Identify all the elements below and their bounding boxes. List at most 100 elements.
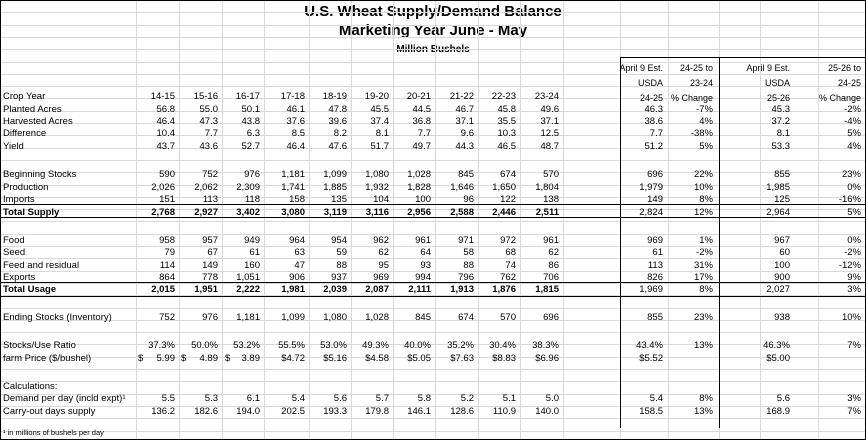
row-value: 1,080	[365, 169, 389, 180]
est1-value: 46.3	[644, 104, 664, 115]
est2-value: 60	[779, 247, 790, 258]
row-value: 1,828	[407, 182, 431, 193]
row-value: 194.0	[236, 406, 260, 417]
row-value: 2,588	[450, 207, 474, 218]
row-value: 5.4	[291, 393, 305, 404]
row-value: 64	[420, 247, 431, 258]
row-value: 2,511	[535, 207, 559, 218]
est2-value: 100	[774, 260, 790, 271]
row-value: 47	[294, 260, 305, 271]
row-value: 2,309	[236, 182, 260, 193]
table-title: U.S. Wheat Supply/Demand Balance	[304, 3, 562, 20]
est1-value: 696	[647, 169, 663, 180]
chg1-header: 23-24	[689, 78, 713, 88]
est1-header: USDA	[637, 78, 663, 88]
row-value: $8.83	[492, 353, 516, 364]
row-value: 146.1	[407, 406, 431, 417]
row-value: 1,181	[236, 312, 260, 323]
row-value: 86	[548, 260, 559, 271]
row-value: 114	[159, 260, 175, 271]
chg1-value: 5%	[699, 141, 713, 152]
row-value: 2,087	[365, 284, 389, 295]
row-value: 140.0	[535, 406, 559, 417]
row-value: 151	[159, 194, 175, 205]
row-value: $5.05	[407, 353, 431, 364]
est2-header: USDA	[764, 78, 790, 88]
row-value: 37.1	[455, 116, 475, 127]
row-value: 961	[543, 235, 559, 246]
row-value: 3,119	[323, 207, 347, 218]
row-value: 1,028	[365, 312, 389, 323]
chg2-value: 0%	[847, 235, 861, 246]
row-value: 55.5%	[278, 340, 305, 351]
row-value: 40.0%	[404, 340, 431, 351]
row-value: 2,111	[408, 284, 431, 295]
row-value: 994	[415, 272, 431, 283]
row-value: 74	[505, 260, 516, 271]
row-value: 1,741	[281, 182, 305, 193]
row-value: 149	[202, 260, 218, 271]
row-value: 674	[500, 169, 516, 180]
row-value: 976	[202, 312, 218, 323]
row-value: 3,116	[365, 207, 389, 218]
row-value: 962	[373, 235, 389, 246]
est1-value: 969	[647, 235, 663, 246]
row-value: 96	[463, 194, 474, 205]
row-value: 202.5	[281, 406, 305, 417]
est1-value: 1,979	[639, 182, 663, 193]
row-label: Yield	[3, 141, 24, 152]
row-value: 957	[202, 235, 218, 246]
row-value: 778	[202, 272, 218, 283]
year-header: 23-24	[534, 91, 559, 102]
row-value: 1,815	[535, 284, 559, 295]
row-value: 752	[159, 312, 175, 323]
year-header: 21-22	[449, 91, 474, 102]
row-value: 5.6	[333, 393, 347, 404]
row-value: 61	[249, 247, 260, 258]
row-value: 113	[202, 194, 218, 205]
row-value: 179.8	[365, 406, 389, 417]
est1-value: 38.6	[644, 116, 664, 127]
row-value: 44.5	[412, 104, 432, 115]
est1-value: 826	[647, 272, 663, 283]
row-value: 2,015	[151, 284, 175, 295]
year-header: 14-15	[150, 91, 175, 102]
row-value: 706	[543, 272, 559, 283]
chg2-value: 10%	[841, 312, 861, 323]
chg2-value: -2%	[844, 104, 861, 115]
chg1-value: 17%	[693, 272, 713, 283]
row-value: 45.8	[497, 104, 517, 115]
est1-value: 2,824	[639, 207, 663, 218]
row-value: 63	[294, 247, 305, 258]
row-value: 570	[543, 169, 559, 180]
row-value: 2,026	[151, 182, 175, 193]
row-value: 122	[500, 194, 516, 205]
row-value: 845	[415, 312, 431, 323]
row-value: 79	[164, 247, 175, 258]
row-value: 796	[458, 272, 474, 283]
row-value: 570	[500, 312, 516, 323]
row-value: 104	[373, 194, 389, 205]
row-value: 30.4%	[489, 340, 516, 351]
est1-value: 51.2	[644, 141, 664, 152]
chg2-value: 23%	[841, 169, 861, 180]
row-value: 46.4	[286, 141, 306, 152]
row-value: 1,650	[492, 182, 516, 193]
chg1-value: 31%	[693, 260, 713, 271]
row-value: 954	[331, 235, 347, 246]
row-value: 1,051	[236, 272, 260, 283]
row-label: Production	[3, 182, 49, 193]
row-value: 971	[458, 235, 474, 246]
row-value: 752	[202, 169, 218, 180]
chg1-value: 13%	[693, 406, 713, 417]
chg2-value: 5%	[847, 207, 861, 218]
chg1-value: -2%	[696, 247, 713, 258]
row-value: 50.1	[241, 104, 261, 115]
row-value: $7.63	[450, 353, 474, 364]
est2-value: 938	[774, 312, 790, 323]
row-value: 49.3%	[362, 340, 389, 351]
est1-header: April 9 Est.	[619, 63, 663, 73]
row-value: 47.6	[328, 141, 348, 152]
row-label: Food	[3, 235, 25, 246]
row-value: 2,222	[236, 284, 260, 295]
